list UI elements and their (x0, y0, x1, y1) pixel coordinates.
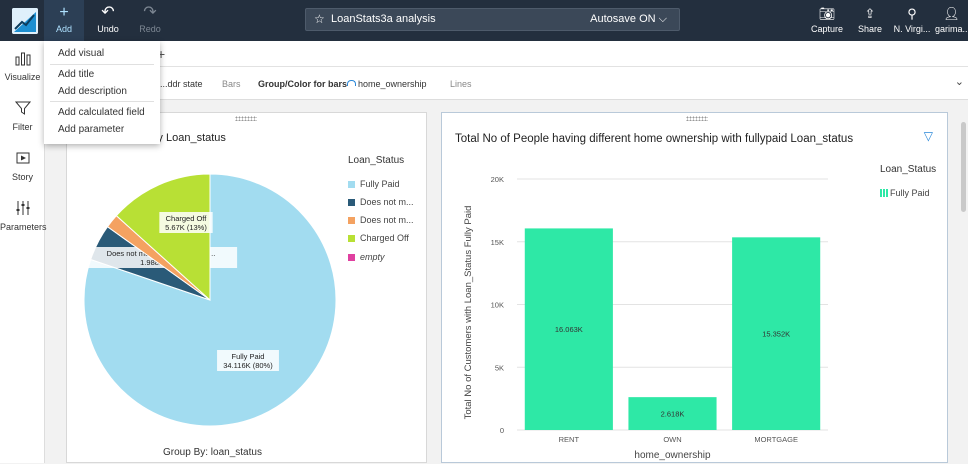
add-menu: Add visual Add title Add description Add… (44, 41, 160, 144)
slice-label-bg (159, 212, 213, 233)
story-icon (0, 150, 45, 172)
y-tick-label: 5K (495, 363, 504, 372)
legend-swatch (348, 199, 355, 206)
plus-icon: + (59, 4, 69, 21)
visual-title: Total No of People having different home… (455, 133, 854, 145)
x-axis-title: home_ownership (634, 450, 711, 461)
add-description-item[interactable]: Add description (58, 86, 127, 97)
slice-label-value: 34.116K (80%) (223, 361, 273, 370)
top-toolbar: + Add ↶ Undo ↷ Redo ☆ LoanStats3a analys… (0, 0, 968, 41)
slice-label-name: Charged Off (166, 214, 208, 223)
bar (628, 397, 717, 430)
region-selector[interactable]: ⚲ N. Virgi... (892, 0, 932, 41)
chevron-down-icon: ⌵ (658, 13, 667, 25)
camera-icon: 📷︎ (818, 6, 836, 21)
legend-title: Loan_Status (348, 155, 405, 166)
legend-title: Loan_Status (880, 164, 937, 175)
left-rail: Visualize Filter Story Parameters (0, 41, 47, 463)
y-tick-label: 20K (491, 175, 504, 184)
y-tick-label: 0 (500, 426, 504, 435)
legend-item[interactable]: Fully Paid (880, 188, 930, 198)
scrollbar-thumb[interactable] (961, 122, 966, 212)
group-well-value[interactable]: ...ddr state (160, 79, 203, 89)
funnel-icon (0, 100, 45, 122)
share-button[interactable]: ⇪ Share (854, 0, 886, 41)
bars-well-label[interactable]: Bars (222, 79, 241, 89)
user-menu[interactable]: 👤︎ garima... (935, 0, 968, 41)
field-wells: ...ddr state Bars Group/Color for bars h… (45, 67, 968, 100)
x-tick-label: MORTGAGE (754, 435, 798, 444)
menu-divider (50, 101, 154, 102)
bar-chart-icon (0, 50, 45, 72)
share-icon: ⇪ (864, 6, 876, 21)
slice-label-value: 5.67K (13%) (165, 223, 207, 232)
drag-handle[interactable] (235, 116, 257, 121)
user-icon: 👤︎ (943, 6, 960, 21)
redo-button[interactable]: ↷ Redo (132, 0, 168, 41)
undo-button[interactable]: ↶ Undo (90, 0, 126, 41)
parameters-button[interactable]: Parameters (0, 200, 47, 232)
bar-chart: 0 5K 10K 15K 20K 16.063K RENT 2.618K OWN 15.352K M… (463, 175, 828, 461)
legend-item[interactable]: Fully Paid (348, 179, 400, 189)
visualize-button[interactable]: Visualize (0, 50, 45, 82)
drag-handle[interactable] (686, 116, 708, 121)
slice-label-name: Fully Paid (232, 352, 265, 361)
legend-swatch (348, 181, 355, 188)
bar-visual[interactable]: Total No of People having different home… (441, 112, 948, 463)
sheet-tabs: + (45, 41, 968, 67)
add-visual-item[interactable]: Add visual (58, 48, 105, 59)
pie-slice (115, 173, 211, 302)
analysis-name-field[interactable]: ☆ LoanStats3a analysis Autosave ON ⌵ (305, 8, 680, 31)
y-tick-label: 15K (491, 238, 504, 247)
collapse-wells-icon[interactable]: ⌄ (954, 76, 964, 88)
add-title-item[interactable]: Add title (58, 69, 95, 80)
story-button[interactable]: Story (0, 150, 45, 182)
add-sheet-button[interactable]: + (157, 46, 166, 62)
quicksight-logo[interactable] (12, 8, 38, 34)
legend-bar-icon (880, 189, 888, 197)
legend-item[interactable]: Does not m... (348, 197, 414, 207)
group-by-label: Group By: loan_status (163, 447, 262, 458)
bar-data-label: 2.618K (661, 410, 685, 419)
legend-swatch (348, 217, 355, 224)
location-pin-icon: ⚲ (907, 6, 917, 21)
bar (732, 237, 821, 430)
legend-item[interactable]: Does not m... (348, 215, 414, 225)
bar-data-label: 15.352K (762, 330, 790, 339)
undo-icon: ↶ (101, 4, 115, 21)
sliders-icon (0, 200, 45, 222)
capture-button[interactable]: 📷︎ Capture (808, 0, 846, 41)
slice-label-bg (217, 350, 279, 371)
group-color-field-chip[interactable]: home_ownership (347, 79, 427, 89)
legend-item[interactable]: empty (348, 252, 385, 262)
add-calculated-field-item[interactable]: Add calculated field (58, 107, 145, 118)
menu-divider (50, 64, 154, 65)
y-axis-title: Total No of Customers with Loan_Status F… (463, 206, 474, 420)
add-parameter-item[interactable]: Add parameter (58, 124, 125, 135)
star-icon[interactable]: ☆ (314, 12, 325, 26)
dimension-icon (347, 80, 356, 86)
legend-item[interactable]: Charged Off (348, 233, 409, 243)
x-tick-label: OWN (663, 435, 681, 444)
x-tick-label: RENT (559, 435, 580, 444)
filter-funnel-icon[interactable]: ▽ (923, 129, 933, 143)
redo-icon: ↷ (143, 4, 157, 21)
add-button[interactable]: + Add (44, 0, 84, 41)
legend-swatch (348, 254, 355, 261)
group-color-well-label[interactable]: Group/Color for bars (258, 79, 348, 89)
bar (524, 228, 613, 430)
lines-well-label[interactable]: Lines (450, 79, 472, 89)
y-tick-label: 10K (491, 301, 504, 310)
filter-button[interactable]: Filter (0, 100, 45, 132)
bar-data-label: 16.063K (555, 325, 583, 334)
legend-swatch (348, 235, 355, 242)
analysis-name: LoanStats3a analysis (331, 13, 436, 25)
vertical-scrollbar[interactable] (958, 112, 968, 463)
pie-visual[interactable]: Total Records by Loan_status Loan_Status… (66, 112, 427, 463)
autosave-toggle[interactable]: Autosave ON ⌵ (590, 13, 667, 25)
